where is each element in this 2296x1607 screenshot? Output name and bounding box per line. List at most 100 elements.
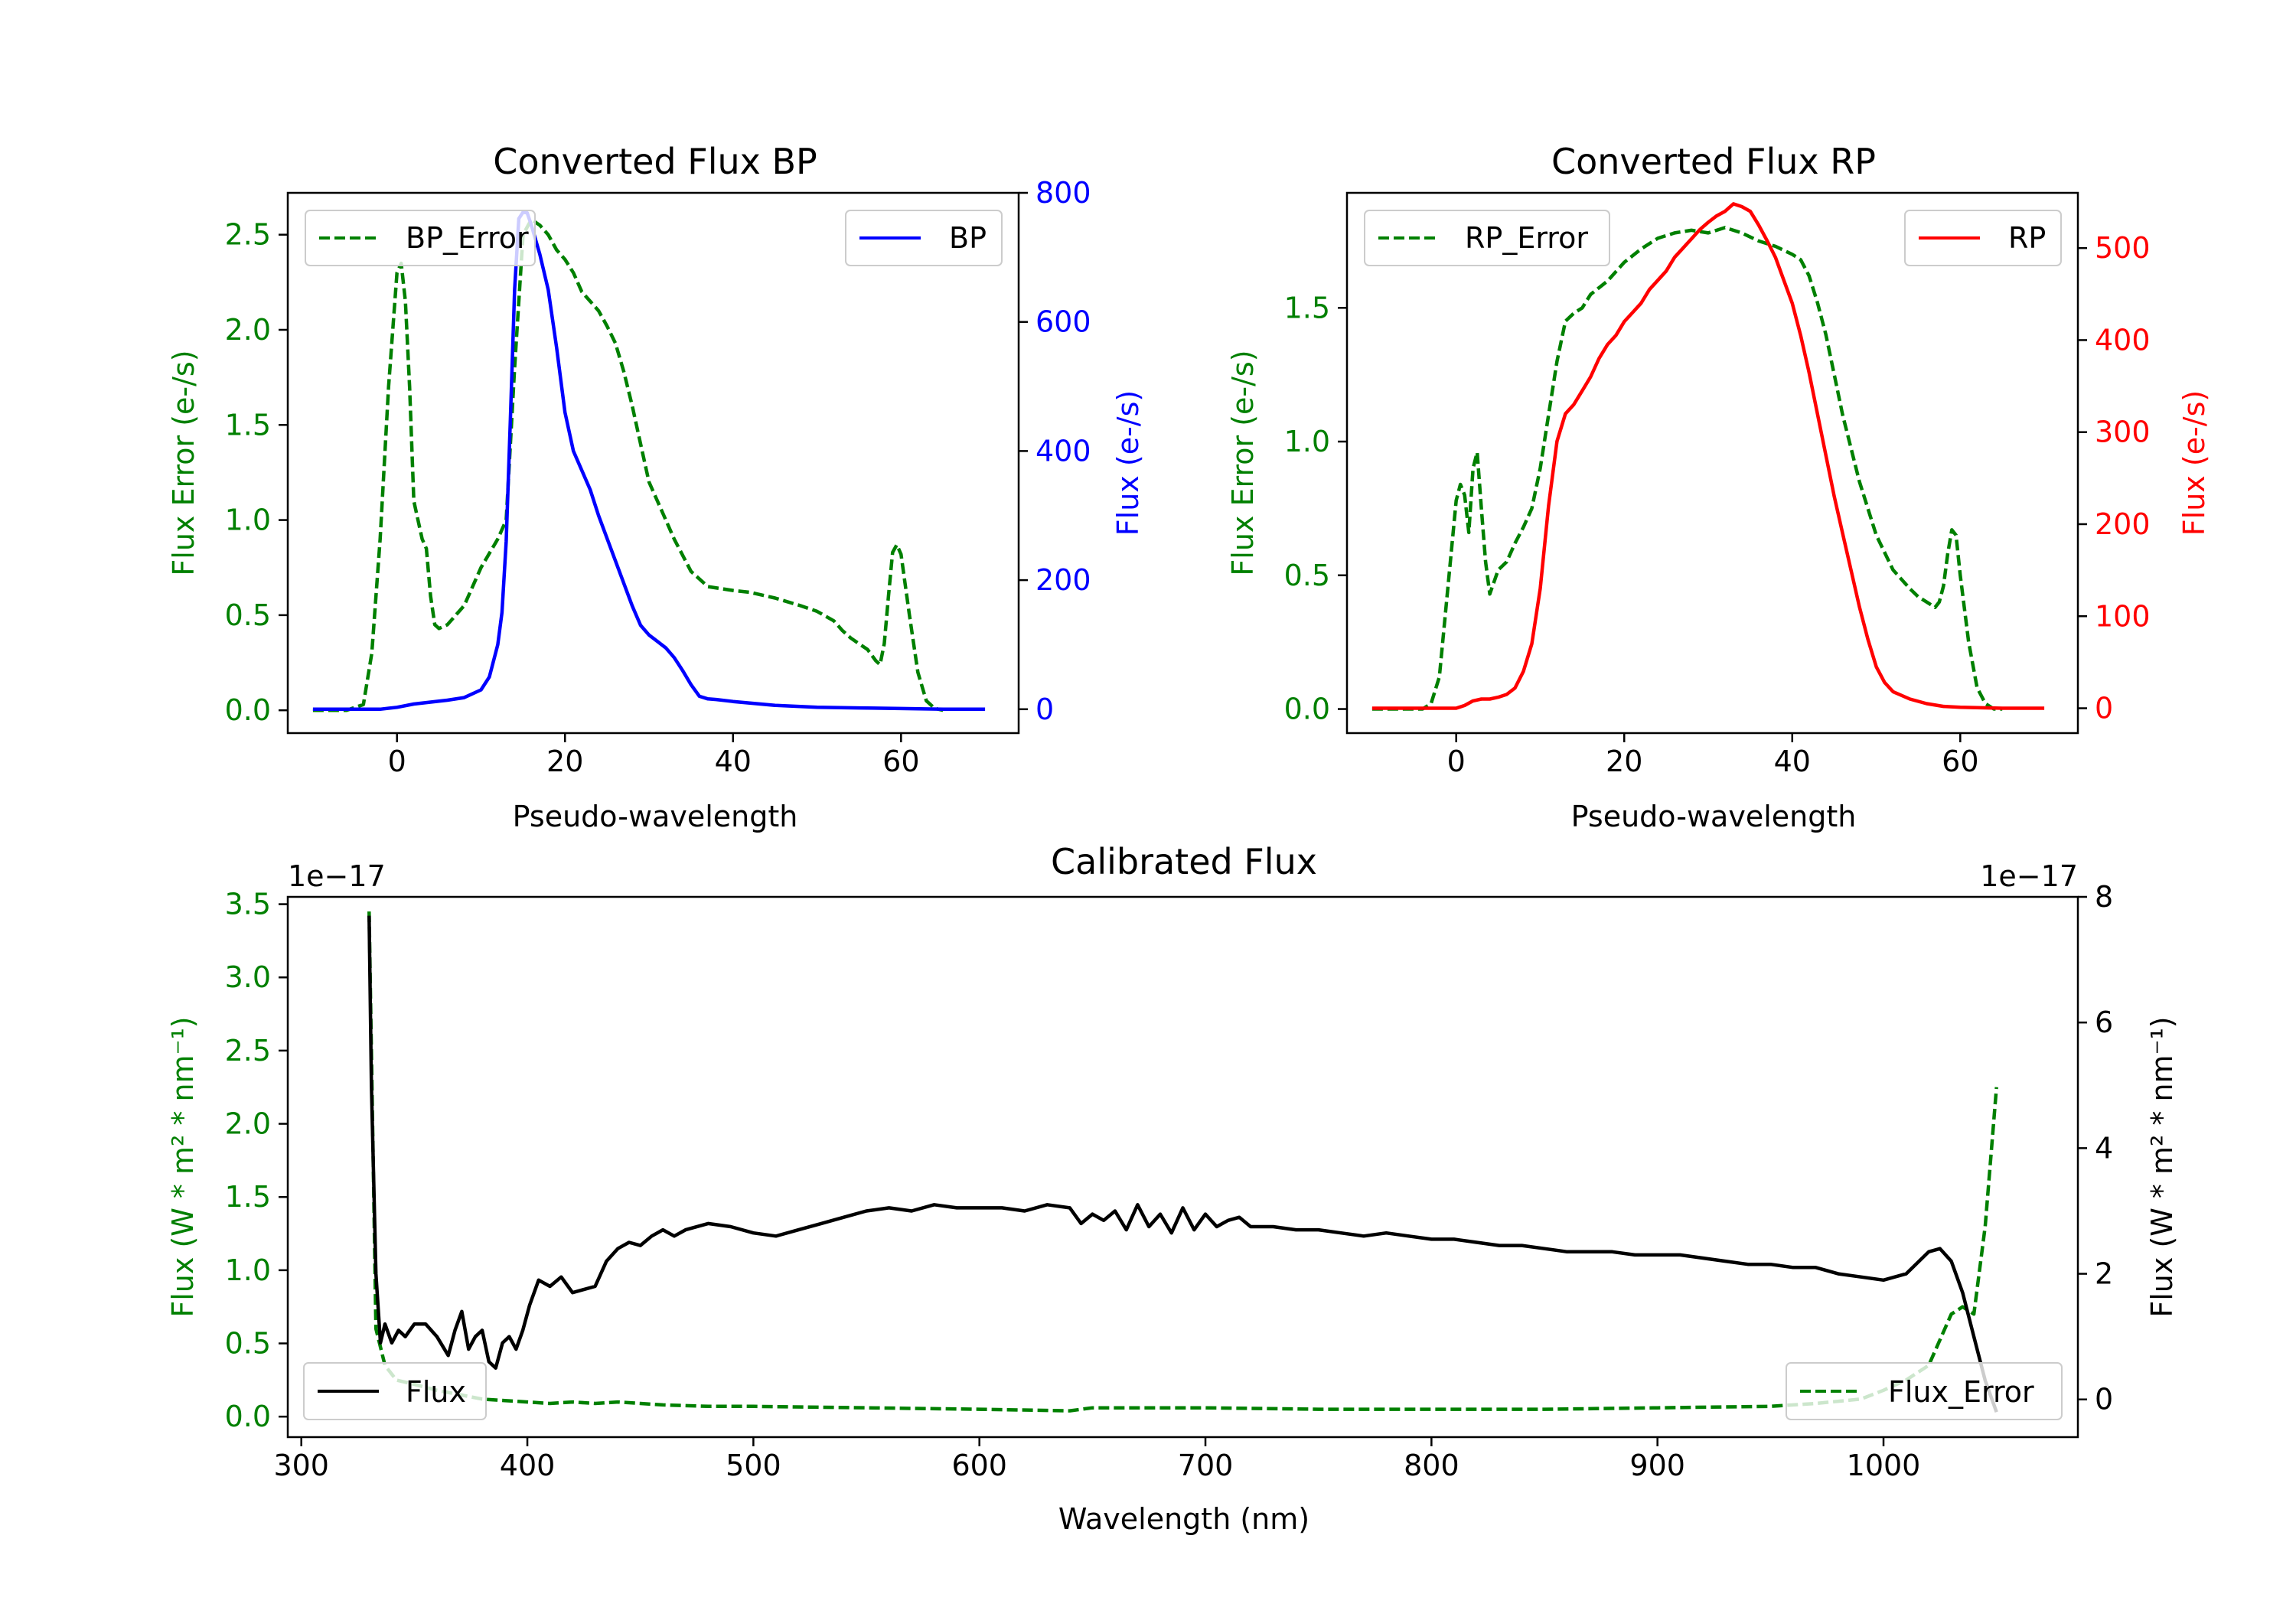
rp-y-right-tick-label: 400 (2095, 323, 2151, 357)
bp-legend-right: BP (845, 210, 1003, 266)
bp-legend-left: BP_Error (305, 210, 536, 266)
calibrated-series-flux-line (367, 915, 1998, 1413)
bp-legend-right-label: BP (949, 221, 987, 255)
calibrated-y-left-ticks: 0.0 0.5 1.0 1.5 2.0 2.5 3.0 3.5 (225, 888, 288, 1433)
calibrated-y-right-label: Flux (W * m² * nm⁻¹) (2145, 1016, 2179, 1317)
bp-y-right-tick-label: 400 (1035, 434, 1091, 468)
rp-legend-right-box (1904, 210, 2062, 266)
calibrated-y-right-tick-label: 0 (2095, 1383, 2113, 1416)
rp-x-tick-label: 40 (1774, 745, 1811, 778)
calibrated-x-tick-label: 1000 (1847, 1449, 1921, 1482)
rp-y-left-ticks: 0.0 0.5 1.0 1.5 (1284, 291, 1347, 726)
rp-y-right-ticks: 0 100 200 300 400 500 (2078, 231, 2151, 725)
bp-y-left-tick-label: 2.5 (225, 218, 271, 252)
bp-x-tick-label: 20 (546, 745, 583, 778)
bp-y-right-tick-label: 0 (1035, 693, 1054, 726)
chart-calibrated: Calibrated Flux 1e−17 1e−17 300 400 500 600… (166, 841, 2179, 1536)
calibrated-y-right-tick-label: 6 (2095, 1006, 2113, 1039)
calibrated-y-left-tick-label: 0.0 (225, 1400, 271, 1433)
calibrated-y-right-tick-label: 2 (2095, 1257, 2113, 1291)
calibrated-offset-left: 1e−17 (288, 859, 386, 893)
calibrated-y-right-tick-label: 4 (2095, 1131, 2113, 1165)
calibrated-x-tick-label: 500 (726, 1449, 781, 1482)
bp-marks (312, 210, 986, 712)
rp-x-ticks: 0 20 40 60 (1447, 733, 1979, 778)
bp-y-right-ticks: 0 200 400 600 800 (1019, 176, 1091, 726)
bp-y-right-label: Flux (e-/s) (1111, 390, 1145, 536)
rp-legend-left-box (1364, 210, 1610, 266)
calibrated-y-left-tick-label: 3.0 (225, 960, 271, 994)
rp-legend-right: RP (1904, 210, 2062, 266)
rp-y-left-tick-label: 1.5 (1284, 291, 1330, 324)
bp-x-tick-label: 40 (715, 745, 752, 778)
bp-legend-right-box (845, 210, 1003, 266)
bp-x-ticks: 0 20 40 60 (388, 733, 920, 778)
bp-series-bp-line (312, 210, 986, 712)
rp-y-left-tick-label: 0.5 (1284, 559, 1330, 592)
calibrated-y-right-tick-label: 8 (2095, 880, 2113, 914)
calibrated-legend-right-label: Flux_Error (1888, 1375, 2034, 1409)
calibrated-legend-left: Flux (303, 1362, 487, 1420)
bp-y-left-ticks: 0.0 0.5 1.0 1.5 2.0 2.5 (225, 218, 288, 727)
chart-bp: Converted Flux BP 0 20 40 60 0.0 0.5 1.0 1.5 2.… (167, 141, 1145, 833)
bp-x-tick-label: 60 (882, 745, 919, 778)
bp-y-left-tick-label: 2.0 (225, 313, 271, 347)
calibrated-y-left-tick-label: 3.5 (225, 888, 271, 921)
bp-series-bp-error-line (312, 217, 944, 712)
calibrated-offset-right: 1e−17 (1980, 859, 2078, 893)
calibrated-x-tick-label: 300 (273, 1449, 329, 1482)
bp-y-left-tick-label: 0.5 (225, 598, 271, 632)
calibrated-x-ticks: 300 400 500 600 700 800 900 1000 (273, 1437, 1920, 1482)
rp-title: Converted Flux RP (1551, 141, 1876, 182)
calibrated-y-left-tick-label: 2.5 (225, 1034, 271, 1068)
bp-x-label: Pseudo-wavelength (513, 800, 798, 833)
rp-y-right-tick-label: 0 (2095, 692, 2113, 725)
calibrated-y-right-ticks: 0 2 4 6 8 (2078, 880, 2113, 1416)
rp-plot-frame (1345, 191, 2079, 735)
rp-y-right-tick-label: 200 (2095, 507, 2151, 541)
calibrated-x-tick-label: 600 (951, 1449, 1007, 1482)
calibrated-x-tick-label: 800 (1404, 1449, 1459, 1482)
calibrated-title: Calibrated Flux (1051, 841, 1317, 882)
bp-x-tick-label: 0 (388, 745, 406, 778)
rp-x-tick-label: 20 (1606, 745, 1642, 778)
rp-legend-right-label: RP (2008, 221, 2046, 255)
rp-marks (1371, 202, 2045, 711)
calibrated-y-left-tick-label: 1.0 (225, 1253, 271, 1287)
calibrated-legend-left-label: Flux (406, 1375, 466, 1409)
calibrated-y-left-label: Flux (W * m² * nm⁻¹) (166, 1016, 200, 1317)
bp-legend-left-box (305, 210, 536, 266)
rp-legend-left-label: RP_Error (1465, 221, 1588, 255)
calibrated-y-left-tick-label: 1.5 (225, 1180, 271, 1214)
rp-y-right-tick-label: 300 (2095, 416, 2151, 449)
bp-y-left-tick-label: 1.5 (225, 408, 271, 442)
rp-y-right-tick-label: 500 (2095, 231, 2151, 265)
calibrated-y-left-tick-label: 0.5 (225, 1327, 271, 1361)
rp-y-left-tick-label: 1.0 (1284, 425, 1330, 458)
bp-y-right-tick-label: 200 (1035, 563, 1091, 597)
calibrated-y-left-tick-label: 2.0 (225, 1107, 271, 1141)
bp-y-right-tick-label: 600 (1035, 305, 1091, 339)
calibrated-legend-left-box (303, 1362, 487, 1420)
calibrated-legend-right: Flux_Error (1786, 1362, 2063, 1420)
calibrated-x-tick-label: 700 (1178, 1449, 1234, 1482)
bp-title: Converted Flux BP (493, 141, 817, 182)
rp-y-left-label: Flux Error (e-/s) (1226, 350, 1260, 575)
rp-x-tick-label: 60 (1942, 745, 1978, 778)
rp-series-rp-error-line (1371, 226, 2003, 711)
bp-legend-left-label: BP_Error (406, 221, 529, 255)
calibrated-x-tick-label: 400 (500, 1449, 556, 1482)
bp-y-left-label: Flux Error (e-/s) (167, 350, 201, 575)
rp-y-right-label: Flux (e-/s) (2177, 390, 2211, 536)
rp-series-rp-line (1371, 202, 2045, 710)
bp-plot-frame (286, 191, 1020, 735)
bp-y-left-tick-label: 1.0 (225, 504, 271, 537)
calibrated-legend-right-box (1786, 1362, 2063, 1420)
rp-x-label: Pseudo-wavelength (1571, 800, 1857, 833)
rp-y-right-tick-label: 100 (2095, 599, 2151, 633)
calibrated-x-label: Wavelength (nm) (1058, 1502, 1309, 1536)
rp-x-tick-label: 0 (1447, 745, 1466, 778)
calibrated-plot-frame (286, 895, 2079, 1439)
rp-y-left-tick-label: 0.0 (1284, 693, 1330, 726)
